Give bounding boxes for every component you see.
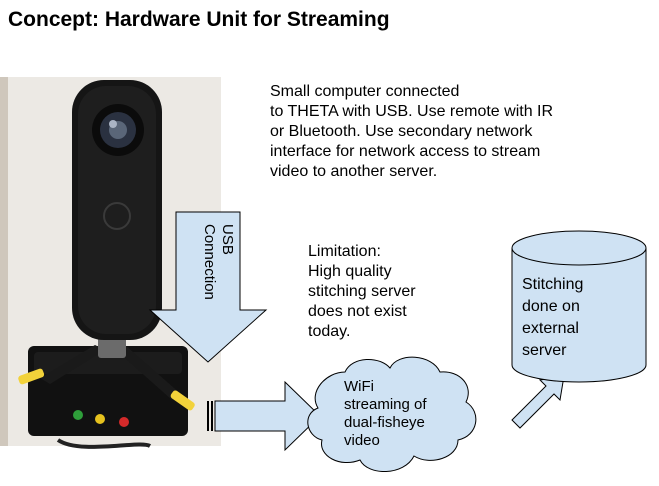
limitation-line: does not exist <box>308 303 407 320</box>
description-text: Small computer connected to THETA with U… <box>270 82 640 182</box>
description-line: video to another server. <box>270 163 438 180</box>
limitation-line: Limitation: <box>308 243 381 260</box>
description-line: interface for network access to stream <box>270 143 541 160</box>
wifi-cloud-shape <box>307 356 477 473</box>
cylinder-label-line: done on <box>522 298 580 315</box>
wifi-label-line: dual-fisheye <box>344 414 425 431</box>
usb-connection-label: USB Connection <box>186 224 236 304</box>
usb-label-line: USB <box>219 224 236 255</box>
limitation-line: today. <box>308 323 351 340</box>
wifi-label-line: video <box>344 432 380 449</box>
cylinder-label-line: external <box>522 320 579 337</box>
wifi-cloud-label: WiFi streaming of dual-fisheye video <box>344 378 454 450</box>
cylinder-label-line: Stitching <box>522 276 584 293</box>
limitation-text: Limitation: High quality stitching serve… <box>308 242 468 342</box>
description-line: or Bluetooth. Use secondary network <box>270 123 533 140</box>
wifi-label-line: WiFi <box>344 378 374 395</box>
camera-photo <box>0 77 221 449</box>
stream-arrow <box>207 380 321 452</box>
server-cylinder <box>511 230 647 383</box>
stitching-server-label: Stitching done on external server <box>522 274 622 362</box>
upload-arrow <box>511 375 565 429</box>
limitation-line: stitching server <box>308 283 416 300</box>
limitation-line: High quality <box>308 263 392 280</box>
usb-label-line: Connection <box>201 224 218 300</box>
description-line: to THETA with USB. Use remote with IR <box>270 103 554 120</box>
description-line: Small computer connected <box>270 83 460 100</box>
page-title: Concept: Hardware Unit for Streaming <box>8 8 390 31</box>
wifi-label-line: streaming of <box>344 396 427 413</box>
cylinder-label-line: server <box>522 342 567 359</box>
usb-connection-arrow <box>148 211 268 363</box>
